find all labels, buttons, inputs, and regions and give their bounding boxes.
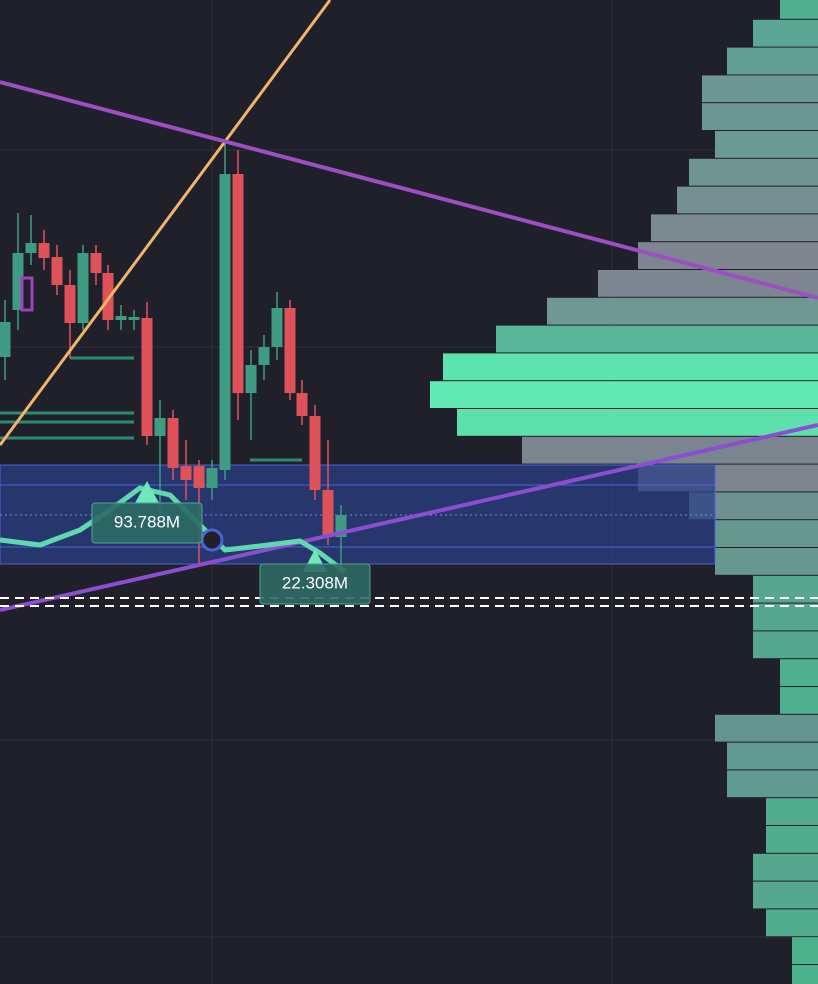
candle-body [296, 393, 308, 416]
profile-bar [780, 659, 818, 686]
profile-bar [689, 158, 818, 186]
label-box [91, 502, 203, 544]
candle-body [167, 418, 179, 468]
trend-line [0, 0, 332, 446]
profile-bar [677, 186, 818, 214]
profile-bar [753, 881, 818, 909]
volume-profile [430, 0, 818, 984]
profile-bar [727, 742, 818, 770]
profile-bar [638, 242, 818, 269]
profile-bar [766, 798, 818, 825]
profile-bar [792, 937, 818, 964]
profile-bar [766, 826, 818, 853]
point-marker [200, 528, 224, 552]
profile-bar [547, 297, 818, 325]
profile-bar [727, 770, 818, 798]
candle-body [219, 174, 231, 470]
profile-bar [715, 520, 818, 547]
profile-bar [457, 409, 818, 436]
trend-line [0, 80, 818, 300]
profile-bar [702, 103, 818, 130]
profile-bar [430, 381, 818, 408]
candle-body [25, 243, 37, 253]
candle-body [232, 174, 244, 393]
profile-bar [598, 270, 818, 297]
candle-body [141, 318, 153, 436]
candle-body [322, 490, 334, 537]
profile-bar [727, 47, 818, 75]
candle-body [0, 322, 11, 357]
profile-bar [715, 714, 818, 742]
candle-body [180, 466, 192, 480]
profile-bar [753, 19, 818, 47]
candle-body [115, 316, 127, 320]
candle-body [64, 285, 76, 323]
candle-body [51, 257, 63, 285]
profile-bar [702, 75, 818, 103]
profile-bar [792, 965, 818, 984]
profile-bar [753, 631, 818, 659]
volume-label: 22.308M [282, 573, 348, 592]
candles [0, 140, 347, 570]
profile-bar [443, 353, 818, 381]
candle-body [77, 253, 89, 323]
profile-bar [780, 0, 818, 19]
candle-body [258, 347, 270, 365]
profile-bar [753, 603, 818, 631]
candle-body [193, 466, 205, 488]
candle-body [206, 468, 218, 488]
candle-body [154, 418, 166, 436]
candle-body [90, 253, 102, 273]
candle-body [102, 273, 114, 320]
profile-bar [715, 131, 818, 158]
candle-body [245, 365, 257, 393]
profile-bar [496, 325, 818, 353]
candle-body [335, 515, 347, 537]
candle-body [271, 308, 283, 347]
label-arrow [135, 481, 159, 503]
candle-body [12, 253, 24, 310]
trend-line [0, 423, 818, 612]
profile-bar [766, 909, 818, 937]
candle-body [284, 308, 296, 393]
profile-bar [780, 687, 818, 714]
candle-body [309, 416, 321, 490]
profile-bar [753, 853, 818, 881]
candle-body [38, 243, 50, 258]
profile-bar [715, 548, 818, 575]
candle-body [128, 317, 140, 320]
marker-box [20, 276, 34, 312]
label-box [259, 563, 371, 605]
profile-bar [651, 214, 818, 242]
volume-label: 93.788M [114, 512, 180, 531]
level-lines [0, 356, 302, 462]
